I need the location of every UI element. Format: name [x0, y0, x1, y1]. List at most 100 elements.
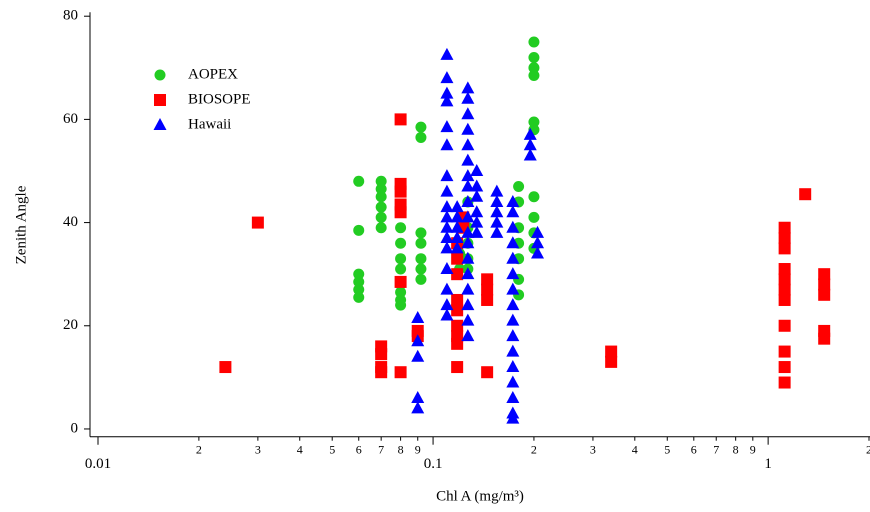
point [440, 120, 454, 133]
point [451, 304, 464, 317]
point [450, 200, 464, 213]
point [605, 355, 618, 368]
point [451, 293, 464, 306]
x-minor-tick-label: 3 [255, 442, 261, 456]
point [506, 298, 520, 311]
point [353, 284, 365, 296]
point [375, 348, 388, 361]
point [513, 180, 525, 192]
point [395, 286, 407, 298]
point [461, 91, 475, 104]
point [531, 246, 545, 259]
point [411, 391, 425, 404]
point [375, 366, 388, 379]
point [353, 291, 365, 303]
point [440, 184, 454, 197]
point [490, 205, 504, 218]
x-minor-tick-label: 7 [378, 442, 384, 456]
x-minor-tick-label: 9 [415, 442, 421, 456]
point [411, 334, 425, 347]
x-minor-tick-label: 8 [733, 442, 739, 456]
y-tick-label: 40 [63, 214, 78, 230]
point [451, 252, 464, 265]
point [490, 194, 504, 207]
legend-label: Hawaii [188, 116, 231, 132]
point [470, 205, 484, 218]
x-minor-tick-label: 6 [356, 442, 362, 456]
point [440, 71, 454, 84]
point [481, 293, 494, 306]
legend-marker [153, 118, 167, 130]
point [470, 189, 484, 202]
point [778, 319, 791, 332]
legend-label: AOPEX [188, 66, 238, 82]
point [528, 62, 540, 74]
point [470, 225, 484, 238]
point [506, 251, 520, 264]
point [219, 361, 232, 374]
point [440, 200, 454, 213]
point [506, 411, 520, 424]
point [506, 267, 520, 280]
point [528, 116, 540, 128]
point [778, 273, 791, 286]
point [506, 194, 520, 207]
x-minor-tick-label: 2 [531, 442, 537, 456]
point [778, 345, 791, 358]
point [411, 401, 425, 414]
point [461, 298, 475, 311]
point [375, 191, 387, 203]
legend-label: BIOSOPE [188, 91, 251, 107]
point [461, 138, 475, 151]
point [415, 263, 427, 275]
point [415, 253, 427, 265]
point [818, 288, 831, 301]
point [394, 185, 407, 198]
point [528, 36, 540, 48]
point [490, 215, 504, 228]
point [394, 366, 407, 379]
point [490, 225, 504, 238]
point [523, 127, 537, 140]
point [394, 113, 407, 126]
point [411, 349, 425, 362]
x-minor-tick-label: 2 [866, 442, 870, 456]
point [440, 94, 454, 107]
point [461, 282, 475, 295]
point [440, 241, 454, 254]
point [461, 225, 475, 238]
x-minor-tick-label: 3 [590, 442, 596, 456]
point [506, 344, 520, 357]
y-axis-label: Zenith Angle [13, 185, 29, 264]
point [353, 224, 365, 236]
x-tick-label: 1 [764, 456, 772, 472]
point [375, 222, 387, 234]
point [440, 86, 454, 99]
point [461, 236, 475, 249]
point [528, 191, 540, 203]
point [440, 282, 454, 295]
point [461, 81, 475, 94]
point [528, 51, 540, 63]
point [395, 299, 407, 311]
point [450, 210, 464, 223]
y-tick-label: 20 [63, 317, 78, 333]
point [506, 391, 520, 404]
point [375, 175, 387, 187]
point [506, 375, 520, 388]
point [451, 337, 464, 350]
point [506, 329, 520, 342]
point [353, 276, 365, 288]
point [461, 194, 475, 207]
point [461, 169, 475, 182]
point [461, 267, 475, 280]
point [415, 121, 427, 133]
y-tick-label: 80 [63, 8, 78, 24]
point [799, 188, 812, 201]
point [506, 313, 520, 326]
point [461, 107, 475, 120]
point [461, 122, 475, 135]
point [450, 241, 464, 254]
point [394, 275, 407, 288]
point [415, 237, 427, 249]
